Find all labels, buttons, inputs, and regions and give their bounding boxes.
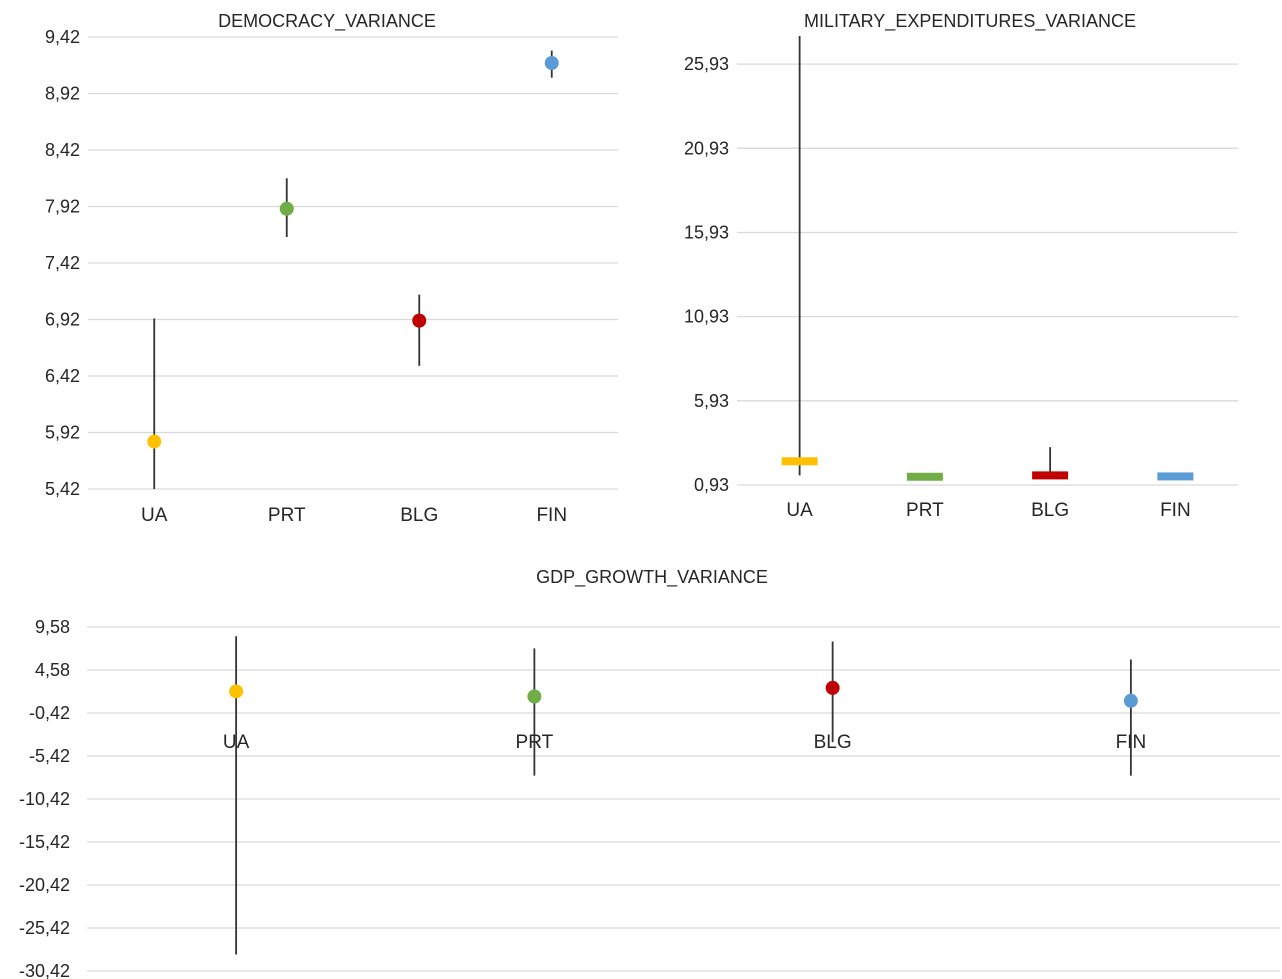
gdp-x-category-label: BLG [814, 732, 852, 753]
military-point-fin [1157, 472, 1194, 481]
gdp-chart-title: GDP_GROWTH_VARIANCE [536, 567, 768, 588]
military-y-tick-label: 15,93 [684, 222, 729, 242]
gdp-point-blg [825, 680, 840, 695]
democracy-x-category-label: UA [141, 505, 168, 526]
military-point-blg [1032, 471, 1069, 480]
gdp-point-prt [527, 689, 542, 704]
democracy-point-fin [544, 55, 559, 70]
democracy-y-tick-label: 6,92 [45, 310, 80, 330]
democracy-point-ua [147, 434, 162, 449]
democracy-chart-title: DEMOCRACY_VARIANCE [218, 11, 436, 32]
democracy-x-category-label: FIN [536, 505, 567, 526]
military-point-ua [781, 457, 818, 466]
military-x-category-label: BLG [1031, 500, 1069, 521]
military-y-tick-label: 0,93 [694, 475, 729, 495]
gdp-point-ua [229, 684, 244, 699]
democracy-y-tick-label: 8,42 [45, 140, 80, 160]
gdp-y-tick-label: -10,42 [19, 789, 70, 809]
gdp-y-tick-label: -0,42 [29, 703, 70, 723]
gdp-y-tick-label: 9,58 [35, 617, 70, 637]
military-x-category-label: UA [786, 500, 813, 521]
military-x-category-label: FIN [1160, 500, 1191, 521]
democracy-y-tick-label: 7,42 [45, 253, 80, 273]
democracy-y-tick-label: 7,92 [45, 197, 80, 217]
gdp-y-tick-label: 4,58 [35, 660, 70, 680]
gdp-y-tick-label: -5,42 [29, 746, 70, 766]
gdp-point-fin [1123, 693, 1138, 708]
military-y-tick-label: 5,93 [694, 391, 729, 411]
military-point-prt [906, 472, 943, 481]
democracy-y-tick-label: 8,92 [45, 84, 80, 104]
gdp-x-category-label: FIN [1116, 732, 1147, 753]
democracy-point-blg [412, 313, 427, 328]
democracy-y-tick-label: 6,42 [45, 366, 80, 386]
gdp-y-tick-label: -30,42 [19, 961, 70, 979]
military-x-category-label: PRT [906, 500, 944, 521]
democracy-y-tick-label: 9,42 [45, 27, 80, 47]
gdp-x-category-label: PRT [516, 732, 554, 753]
military-y-tick-label: 20,93 [684, 138, 729, 158]
military-y-tick-label: 10,93 [684, 307, 729, 327]
democracy-y-tick-label: 5,42 [45, 479, 80, 499]
democracy-y-tick-label: 5,92 [45, 423, 80, 443]
democracy-x-category-label: PRT [268, 505, 306, 526]
military-chart-title: MILITARY_EXPENDITURES_VARIANCE [804, 11, 1136, 32]
democracy-point-prt [279, 201, 294, 216]
democracy-x-category-label: BLG [400, 505, 438, 526]
gdp-y-tick-label: -15,42 [19, 832, 70, 852]
gdp-y-tick-label: -25,42 [19, 918, 70, 938]
gdp-y-tick-label: -20,42 [19, 875, 70, 895]
military-y-tick-label: 25,93 [684, 54, 729, 74]
gdp-x-category-label: UA [223, 732, 250, 753]
